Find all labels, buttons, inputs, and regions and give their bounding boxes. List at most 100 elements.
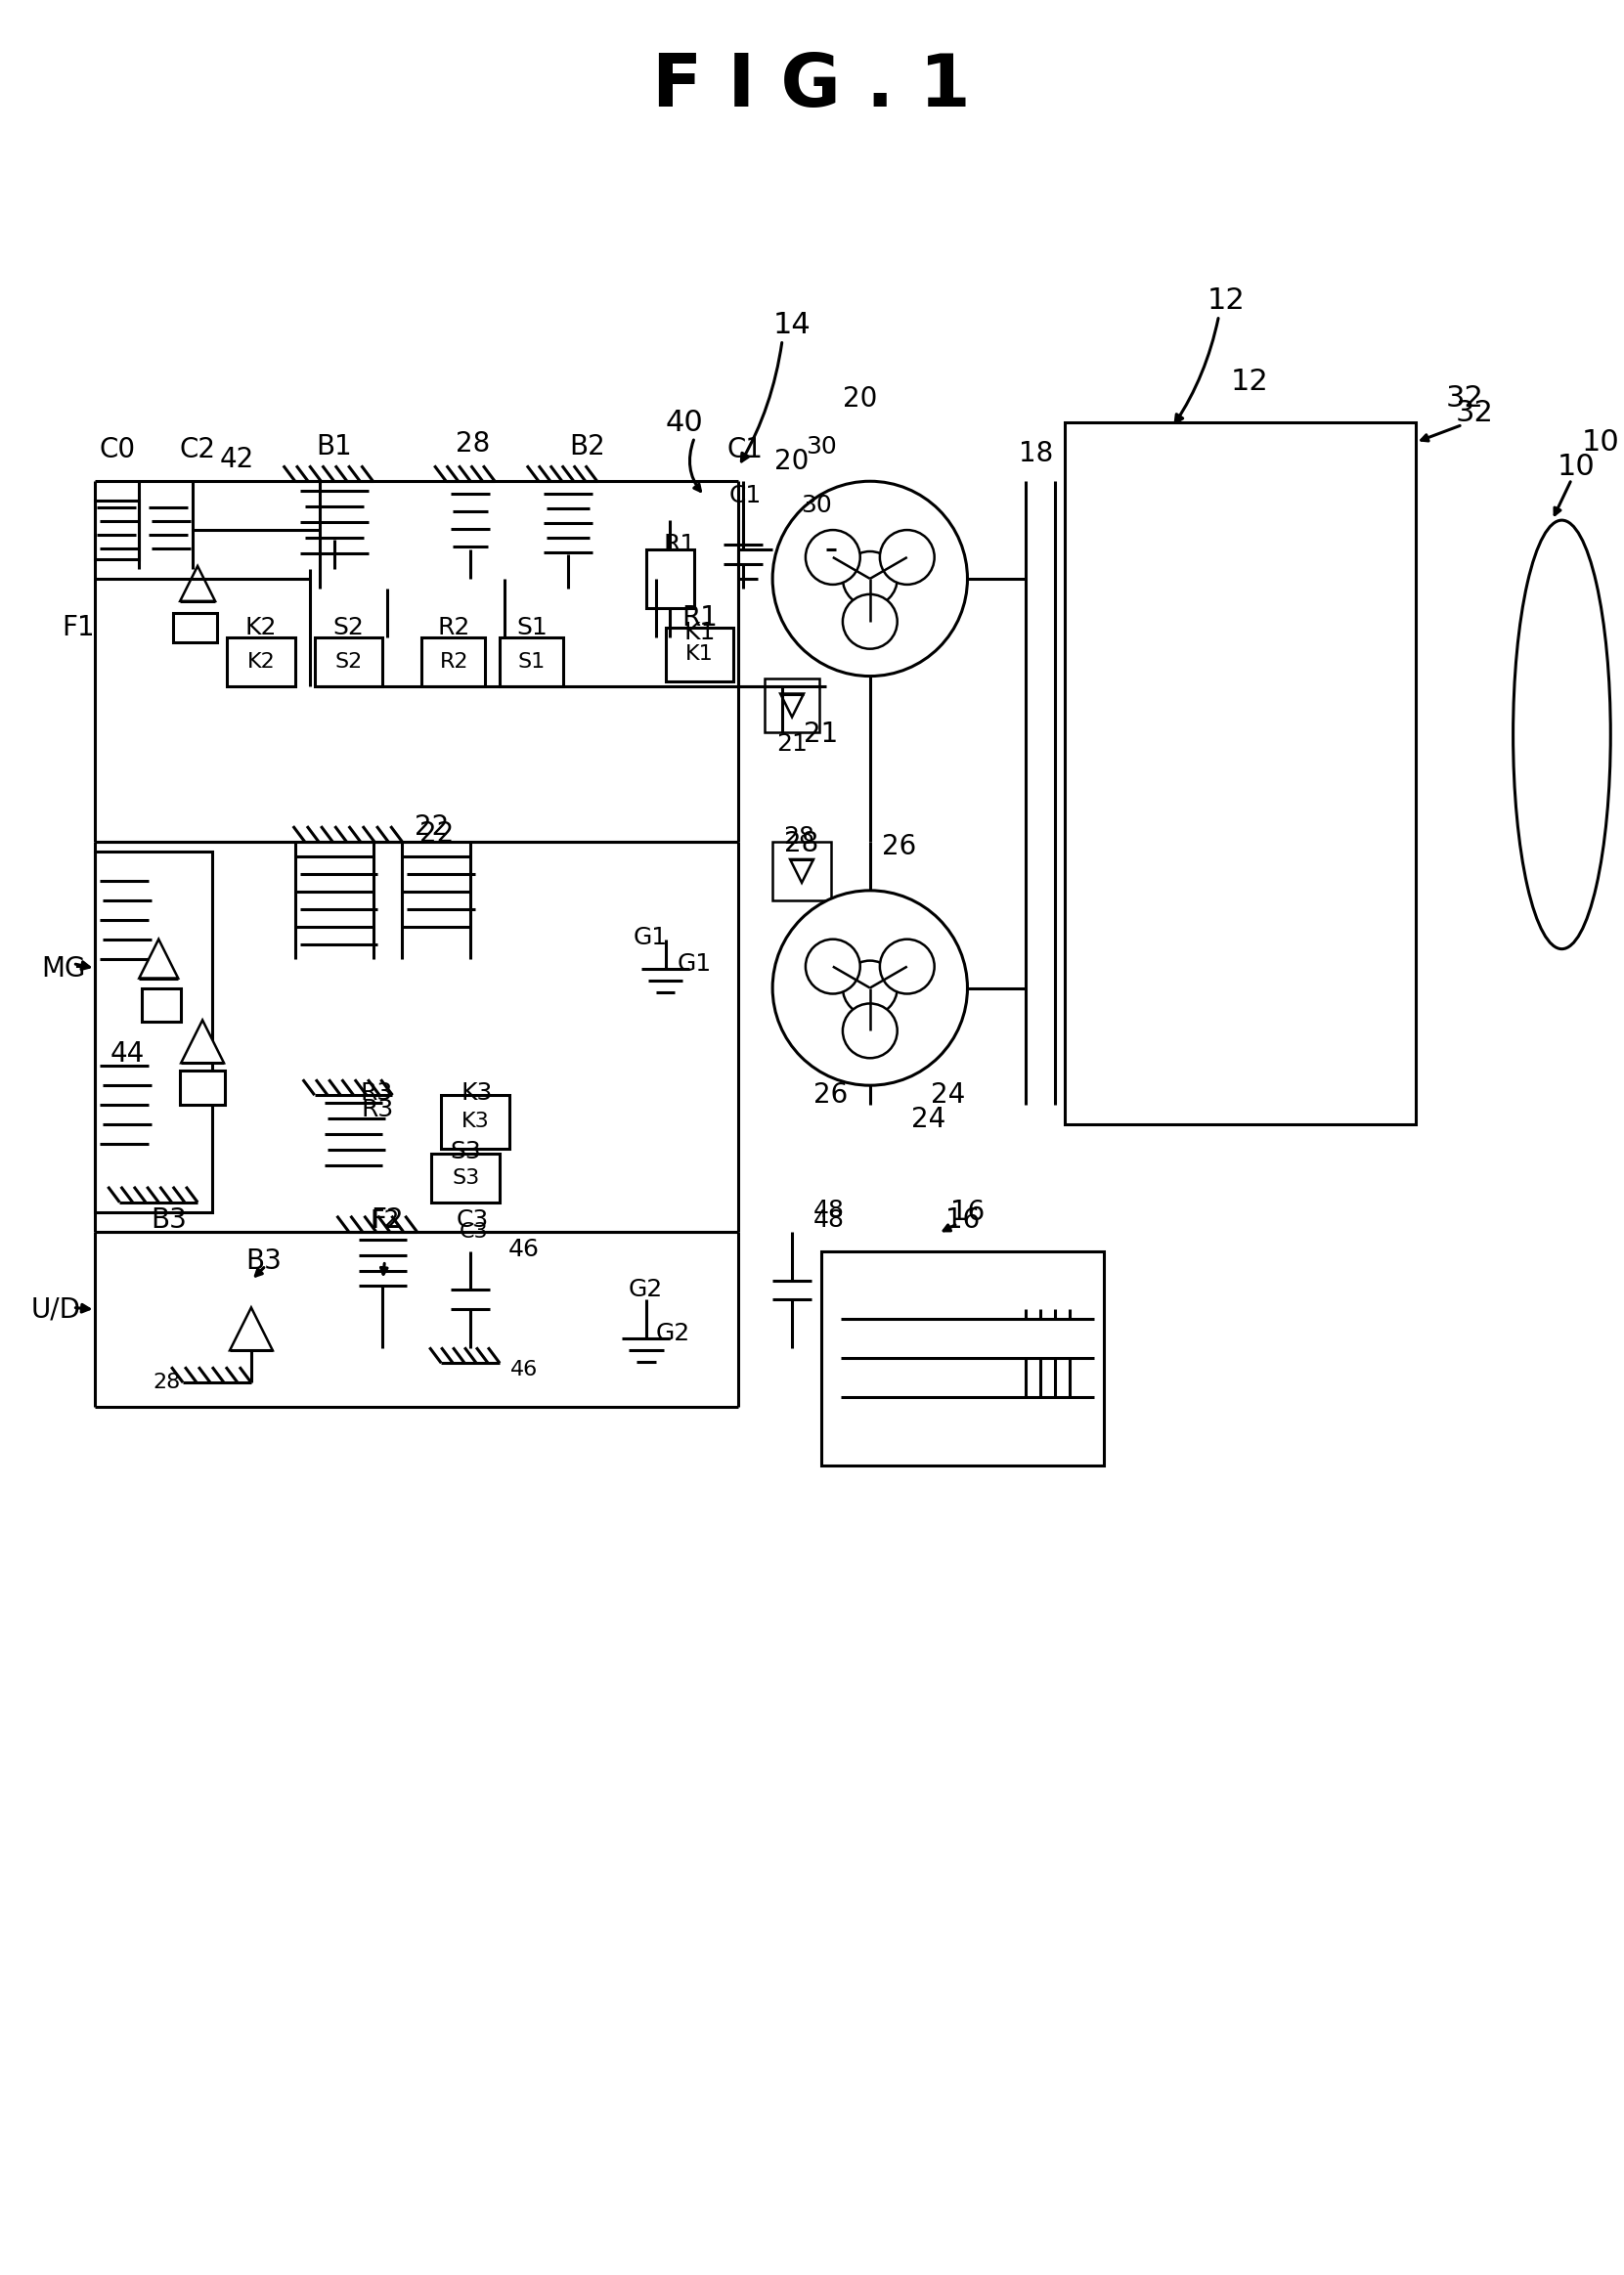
Text: G2: G2 [656, 1322, 690, 1345]
Circle shape [773, 482, 968, 676]
Text: G1: G1 [677, 951, 711, 976]
Text: B3: B3 [151, 1206, 187, 1233]
Text: 28: 28 [153, 1372, 180, 1392]
Text: S1: S1 [518, 651, 546, 671]
Bar [765, 678, 820, 733]
Text: S3: S3 [451, 1167, 479, 1188]
Text: G2: G2 [628, 1279, 663, 1301]
Text: R3: R3 [362, 1099, 395, 1122]
Bar [315, 637, 383, 685]
Text: C3: C3 [460, 1222, 487, 1242]
Text: C3: C3 [456, 1208, 489, 1231]
Text: 21: 21 [804, 721, 838, 748]
Circle shape [773, 890, 968, 1085]
Text: F2: F2 [372, 1206, 404, 1233]
Text: 40: 40 [666, 409, 703, 437]
Text: 16: 16 [945, 1206, 979, 1233]
Circle shape [880, 530, 934, 585]
Bar [822, 1251, 1104, 1465]
Text: 32: 32 [1455, 398, 1492, 428]
Bar [227, 637, 296, 685]
Polygon shape [180, 1019, 224, 1062]
Text: 24: 24 [931, 1081, 965, 1108]
Text: 30: 30 [801, 494, 831, 516]
Text: 10: 10 [1582, 428, 1619, 457]
Text: C0: C0 [99, 437, 136, 464]
Text: K3: K3 [461, 1112, 489, 1131]
Circle shape [843, 1003, 898, 1058]
Text: R3: R3 [361, 1081, 393, 1106]
Text: 46: 46 [508, 1238, 539, 1260]
Text: 26: 26 [882, 833, 916, 860]
Text: S3: S3 [450, 1140, 481, 1163]
Text: 10: 10 [1557, 453, 1595, 480]
Bar [646, 551, 695, 607]
Text: 21: 21 [776, 733, 807, 755]
Text: 14: 14 [773, 312, 810, 339]
Text: 26: 26 [814, 1081, 848, 1108]
Text: 42: 42 [219, 446, 253, 473]
Bar [1065, 423, 1416, 1124]
Text: C1: C1 [728, 437, 763, 464]
Text: K1: K1 [684, 621, 715, 644]
Text: K2: K2 [247, 651, 274, 671]
Polygon shape [780, 694, 804, 717]
Bar [174, 612, 218, 642]
Text: 20: 20 [843, 384, 877, 412]
Bar [666, 628, 734, 680]
Circle shape [843, 960, 898, 1015]
Bar [141, 987, 180, 1021]
Text: K2: K2 [245, 617, 276, 639]
Text: MG: MG [41, 955, 86, 983]
Bar [442, 1094, 510, 1149]
Text: 24: 24 [911, 1106, 945, 1133]
Text: S2: S2 [333, 617, 364, 639]
Text: 48: 48 [814, 1199, 844, 1222]
Text: 20: 20 [775, 448, 809, 475]
Text: 12: 12 [1231, 369, 1268, 396]
Text: R1: R1 [682, 603, 718, 632]
Bar [773, 842, 831, 901]
Text: S1: S1 [516, 617, 547, 639]
Text: 18: 18 [1018, 441, 1052, 469]
Text: 12: 12 [1207, 287, 1244, 316]
Text: F1: F1 [62, 614, 96, 642]
Circle shape [880, 940, 934, 994]
Text: B2: B2 [570, 435, 606, 462]
Text: F I G . 1: F I G . 1 [653, 50, 971, 123]
Text: 28: 28 [455, 430, 489, 457]
Text: 28: 28 [784, 830, 818, 858]
Polygon shape [140, 940, 179, 978]
Text: R2: R2 [437, 617, 471, 639]
Text: B1: B1 [317, 435, 352, 462]
Polygon shape [180, 566, 214, 601]
Bar [96, 500, 140, 560]
Circle shape [843, 551, 898, 605]
Bar [96, 851, 213, 1213]
Text: 16: 16 [950, 1199, 984, 1226]
Polygon shape [789, 860, 814, 883]
Text: K1: K1 [685, 644, 713, 664]
Circle shape [806, 530, 861, 585]
Text: 46: 46 [510, 1360, 538, 1379]
Text: R1: R1 [664, 532, 697, 557]
Text: 30: 30 [806, 435, 836, 460]
Text: R2: R2 [440, 651, 468, 671]
Text: 32: 32 [1445, 384, 1483, 412]
Text: 44: 44 [110, 1040, 145, 1067]
Text: K3: K3 [461, 1081, 494, 1106]
Text: 48: 48 [814, 1208, 844, 1231]
Circle shape [806, 940, 861, 994]
Text: 28: 28 [783, 826, 815, 849]
Text: F2: F2 [370, 1208, 400, 1231]
Circle shape [843, 594, 898, 648]
Polygon shape [229, 1308, 273, 1351]
Text: 22: 22 [419, 821, 453, 849]
Bar [422, 637, 486, 685]
Text: B3: B3 [245, 1247, 283, 1274]
Text: S2: S2 [335, 651, 362, 671]
Text: U/D: U/D [31, 1297, 81, 1324]
Ellipse shape [1514, 521, 1611, 949]
Text: C1: C1 [729, 485, 762, 507]
Text: 22: 22 [414, 814, 448, 842]
